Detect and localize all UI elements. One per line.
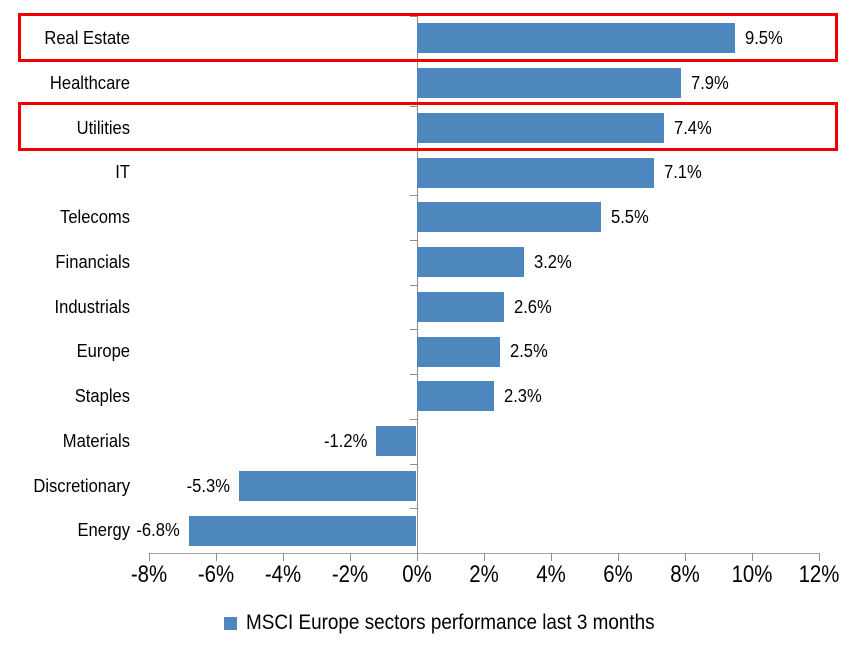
x-axis-tick-label: -8% — [130, 561, 167, 588]
category-label: IT — [115, 162, 130, 183]
category-axis-tick — [409, 105, 417, 107]
bar — [188, 515, 417, 546]
value-label: 7.9% — [691, 72, 729, 93]
value-label: 7.1% — [664, 162, 703, 183]
x-axis-tick — [751, 553, 753, 561]
x-axis-tick-label: 0% — [401, 561, 432, 588]
bar — [416, 381, 494, 412]
x-axis-tick-label: 12% — [798, 561, 839, 588]
bar — [416, 336, 501, 367]
bar — [416, 247, 524, 278]
category-label: Financials — [55, 251, 131, 272]
x-axis-tick — [349, 553, 351, 561]
x-axis-tick — [684, 553, 686, 561]
x-axis-tick — [148, 553, 150, 561]
legend-marker-icon — [224, 616, 237, 630]
value-label: 2.3% — [503, 386, 542, 406]
category-label: Energy — [77, 520, 130, 541]
highlight-box — [18, 12, 838, 62]
value-label: 7.4% — [674, 117, 713, 138]
category-axis-tick — [409, 284, 417, 286]
bar — [416, 23, 735, 54]
category-label: Industrials — [54, 296, 130, 317]
category-axis-tick — [409, 463, 417, 465]
category-axis-tick — [409, 418, 417, 420]
x-axis-tick — [818, 553, 820, 561]
bar — [416, 157, 655, 188]
x-axis-tick-label: 4% — [535, 561, 566, 588]
category-axis-tick — [409, 239, 417, 241]
value-label: 3.2% — [533, 251, 572, 272]
bar — [238, 470, 417, 501]
category-axis-tick — [409, 16, 417, 17]
x-axis-tick-label: 2% — [468, 561, 499, 588]
value-label: -5.3% — [186, 475, 230, 496]
category-label: Staples — [74, 386, 130, 406]
category-label: Healthcare — [49, 72, 130, 93]
value-label: 5.5% — [610, 207, 649, 227]
x-axis-tick — [416, 553, 418, 561]
category-label: Discretionary — [33, 475, 130, 496]
x-axis-tick-label: 10% — [731, 561, 772, 588]
category-label: Materials — [62, 430, 131, 451]
x-axis-tick — [483, 553, 485, 561]
x-axis-tick-label: -2% — [331, 561, 368, 588]
value-label: 9.5% — [744, 28, 783, 48]
x-axis-tick-label: -6% — [197, 561, 234, 588]
value-label: 2.5% — [510, 341, 548, 362]
x-axis-tick-label: 8% — [669, 561, 700, 588]
bar — [416, 68, 682, 99]
x-axis-tick — [215, 553, 217, 561]
bar — [416, 291, 504, 322]
value-label: 2.6% — [513, 296, 552, 317]
highlight-box — [18, 102, 838, 152]
value-label: -6.8% — [136, 520, 180, 541]
value-label: -1.2% — [324, 430, 368, 451]
category-label: Real Estate — [44, 28, 130, 48]
x-axis-tick — [550, 553, 552, 561]
category-axis-tick — [409, 374, 417, 375]
bar — [416, 202, 601, 233]
category-label: Telecoms — [60, 207, 130, 227]
bar — [416, 112, 665, 143]
legend: MSCI Europe sectors performance last 3 m… — [224, 609, 700, 637]
bar — [376, 426, 417, 457]
x-axis-tick — [617, 553, 619, 561]
category-axis-tick — [409, 195, 417, 196]
x-axis-tick — [282, 553, 284, 561]
x-axis-tick-label: -4% — [264, 561, 301, 588]
legend-label: MSCI Europe sectors performance last 3 m… — [246, 611, 655, 634]
x-axis-tick-label: 6% — [602, 561, 633, 588]
category-axis-tick — [409, 508, 417, 510]
zero-axis-line — [416, 16, 418, 553]
category-label: Utilities — [76, 117, 130, 138]
category-label: Europe — [76, 341, 130, 362]
category-axis-tick — [409, 329, 417, 331]
